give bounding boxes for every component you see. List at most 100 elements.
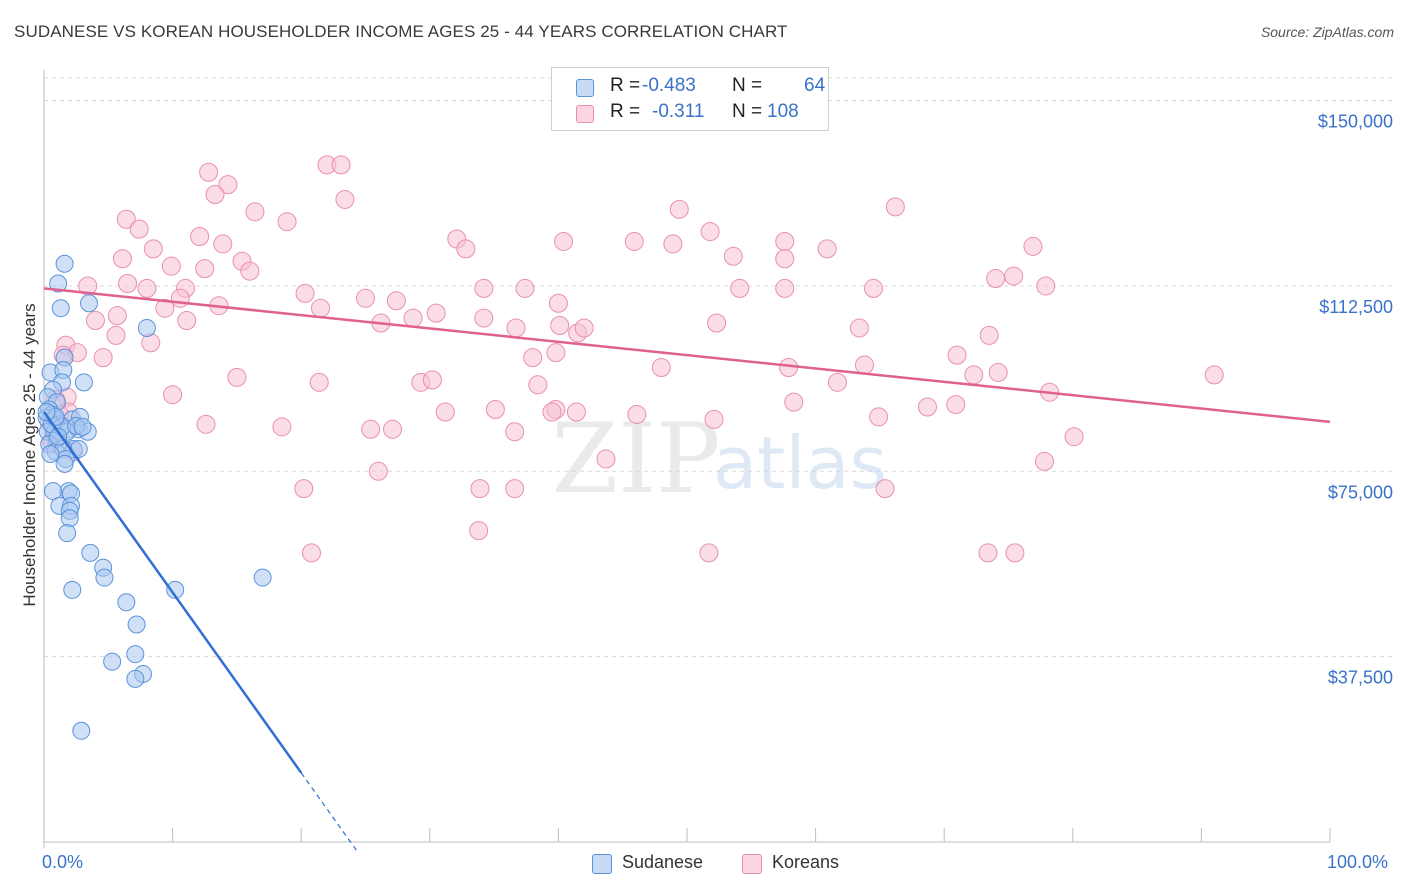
koreans-point-51	[426, 303, 446, 323]
koreans-point-105	[361, 419, 381, 439]
sudanese-trend-line	[42, 411, 303, 774]
koreans-point-38	[474, 278, 494, 298]
koreans-point-34	[1036, 276, 1056, 296]
sudanese-point-55	[126, 669, 145, 688]
legend-n-value: 108	[767, 101, 799, 122]
sudanese-point-52	[126, 645, 145, 664]
koreans-point-16	[624, 231, 644, 251]
koreans-point-74	[979, 325, 999, 345]
koreans-point-42	[863, 278, 883, 298]
koreans-point-10	[277, 212, 297, 232]
koreans-point-98	[627, 404, 647, 424]
sudanese-points	[37, 254, 272, 740]
koreans-point-101	[704, 409, 724, 429]
koreans-point-24	[723, 246, 743, 266]
koreans-point-113	[1035, 451, 1055, 471]
koreans-point-62	[707, 313, 727, 333]
correlation-legend: R = -0.483 N = 64 R = -0.311 N = 108	[551, 67, 829, 131]
sudanese-point-61	[49, 427, 68, 446]
koreans-point-63	[849, 318, 869, 338]
y-tick-label-1: $75,000	[1328, 482, 1393, 502]
sudanese-point-63	[37, 402, 56, 421]
koreans-point-69	[93, 348, 113, 368]
legend-swatch-koreans	[576, 105, 594, 123]
koreans-point-17	[213, 234, 233, 254]
koreans-point-6	[669, 199, 689, 219]
koreans-point-115	[294, 479, 314, 499]
koreans-point-13	[190, 227, 210, 247]
koreans-point-7	[885, 197, 905, 217]
koreans-point-32	[118, 273, 138, 293]
koreans-point-58	[550, 315, 570, 335]
koreans-point-54	[474, 308, 494, 328]
sudanese-point-48	[63, 580, 82, 599]
x-tick-label-min: 0.0%	[42, 852, 84, 872]
legend-n-label: N =	[732, 75, 763, 96]
sudanese-point-37	[44, 482, 63, 501]
koreans-point-84	[528, 375, 548, 395]
koreans-point-81	[309, 372, 329, 392]
legend-r-label: R =	[610, 75, 641, 96]
koreans-point-122	[1005, 543, 1025, 563]
sudanese-point-56	[72, 721, 91, 740]
y-tick-label-0: $37,500	[1328, 668, 1393, 688]
koreans-point-43	[295, 283, 315, 303]
koreans-point-21	[456, 239, 476, 259]
sudanese-point-47	[253, 568, 272, 587]
koreans-point-29	[195, 259, 215, 279]
sudanese-point-42	[60, 509, 79, 528]
koreans-point-25	[775, 249, 795, 269]
sudanese-point-3	[80, 294, 99, 313]
koreans-point-46	[386, 291, 406, 311]
koreans-point-37	[137, 278, 157, 298]
koreans-point-80	[227, 367, 247, 387]
y-tick-label-2: $112,500	[1319, 297, 1393, 317]
sudanese-point-9	[74, 373, 93, 392]
koreans-points	[39, 155, 1224, 563]
koreans-point-4	[205, 185, 225, 205]
koreans-point-116	[470, 479, 490, 499]
y-tick-label-3: $150,000	[1318, 112, 1393, 132]
koreans-point-59	[506, 318, 526, 338]
koreans-point-90	[784, 392, 804, 412]
sudanese-point-62	[73, 417, 92, 436]
y-axis-label: Householder Income Ages 25 - 44 years	[20, 303, 39, 607]
koreans-point-31	[1004, 266, 1024, 286]
koreans-point-61	[574, 318, 594, 338]
koreans-point-106	[383, 419, 403, 439]
koreans-point-9	[116, 209, 136, 229]
koreans-point-124	[301, 543, 321, 563]
koreans-point-5	[335, 189, 355, 209]
koreans-point-52	[107, 306, 127, 326]
koreans-point-30	[240, 261, 260, 281]
koreans-point-22	[143, 239, 163, 259]
koreans-point-11	[129, 219, 149, 239]
koreans-point-12	[700, 222, 720, 242]
koreans-point-18	[775, 231, 795, 251]
koreans-point-56	[177, 311, 197, 331]
koreans-point-108	[1064, 427, 1084, 447]
legend-r-value: -0.311	[652, 101, 705, 122]
koreans-point-8	[245, 202, 265, 222]
koreans-point-77	[964, 365, 984, 385]
grid-layer	[44, 77, 1393, 658]
koreans-point-64	[106, 325, 126, 345]
koreans-point-26	[112, 249, 132, 269]
koreans-point-41	[775, 278, 795, 298]
sudanese-point-4	[137, 318, 156, 337]
koreans-swatch	[742, 854, 762, 874]
source-label: Source: ZipAtlas.com	[1260, 24, 1394, 40]
sudanese-point-43	[58, 524, 77, 543]
koreans-point-119	[469, 521, 489, 541]
koreans-point-117	[505, 479, 525, 499]
legend-n-label: N =	[732, 101, 763, 122]
koreans-point-79	[1204, 365, 1224, 385]
sudanese-point-49	[166, 580, 185, 599]
koreans-point-97	[566, 402, 586, 422]
watermark: ZIP atlas	[551, 403, 887, 515]
koreans-point-87	[163, 385, 183, 405]
koreans-point-71	[546, 343, 566, 363]
koreans-point-100	[917, 397, 937, 417]
koreans-point-83	[422, 370, 442, 390]
